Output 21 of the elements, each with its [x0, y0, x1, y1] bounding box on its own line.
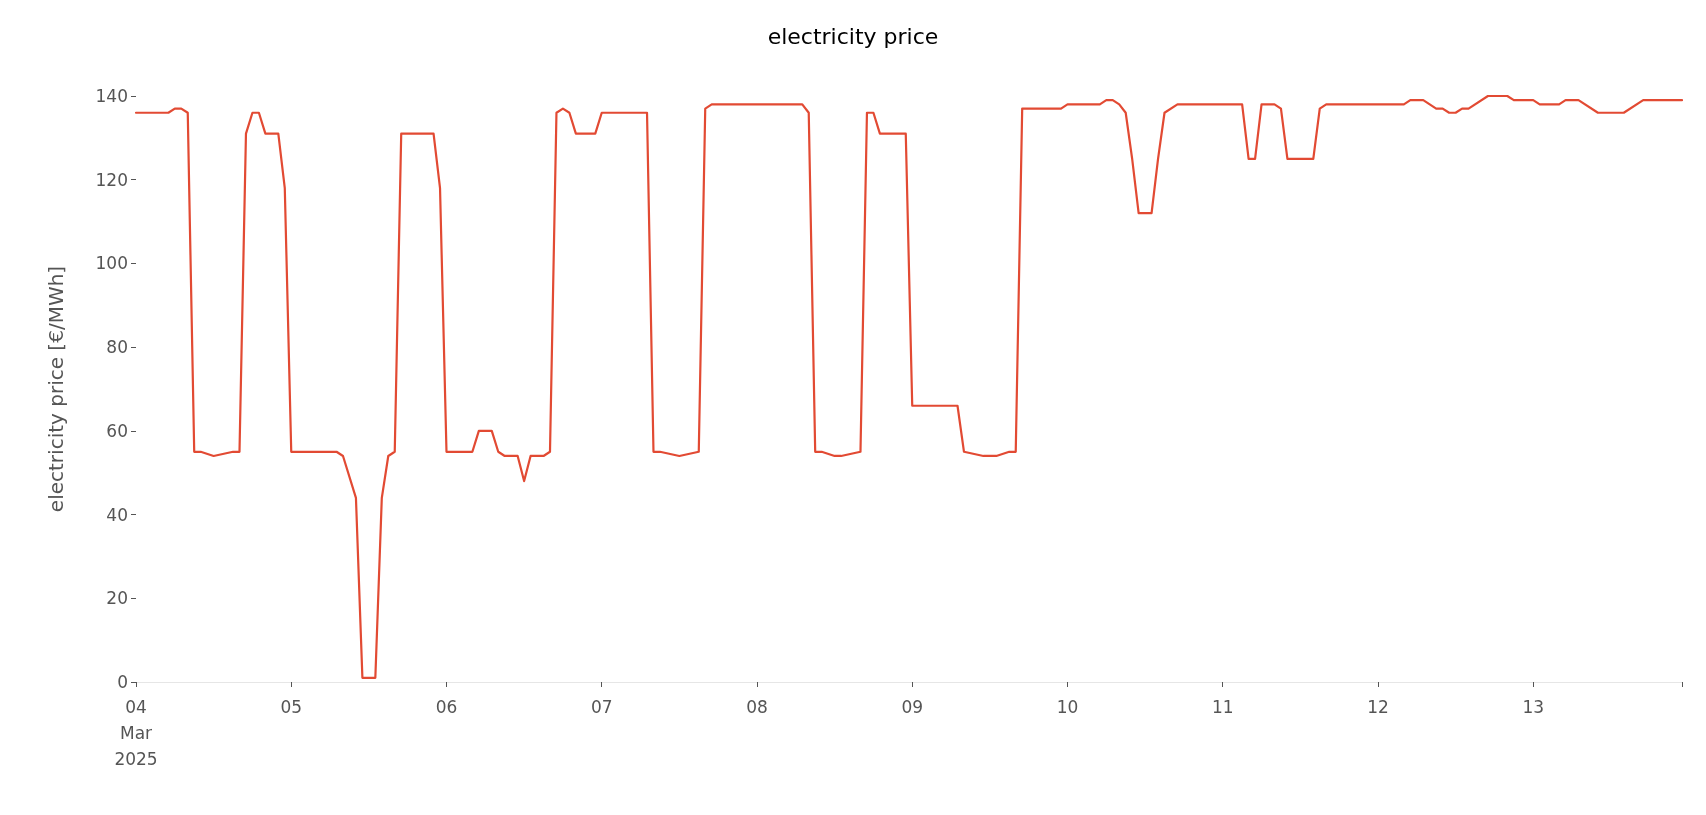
y-tick-label: 100 — [95, 253, 128, 274]
x-tick-label: 10 — [1056, 697, 1079, 717]
x-tick-label: 06 — [435, 697, 458, 717]
chart-title: electricity price — [767, 23, 939, 49]
y-tick-label: 0 — [117, 672, 128, 692]
x-tick-label: 05 — [280, 697, 303, 717]
x-tick-label: 08 — [746, 697, 768, 717]
y-tick-label: 80 — [106, 337, 128, 358]
x-tick-label: 12 — [1367, 697, 1389, 717]
x-tick-label: 11 — [1211, 697, 1234, 717]
y-tick-label: 140 — [95, 86, 128, 106]
y-tick-label: 20 — [106, 588, 128, 609]
y-tick-label: 120 — [95, 169, 128, 190]
x-tick-label: 07 — [590, 697, 613, 717]
y-tick-label: 40 — [106, 504, 128, 525]
y-tick-label: 60 — [106, 420, 128, 441]
line-series — [134, 94, 1684, 679]
x-tick-label: 04 Mar 2025 — [114, 697, 158, 769]
x-tick-label: 09 — [901, 697, 924, 717]
x-tick-label: 13 — [1522, 697, 1545, 717]
y-axis-title: electricity price [€/MWh] — [44, 265, 68, 513]
